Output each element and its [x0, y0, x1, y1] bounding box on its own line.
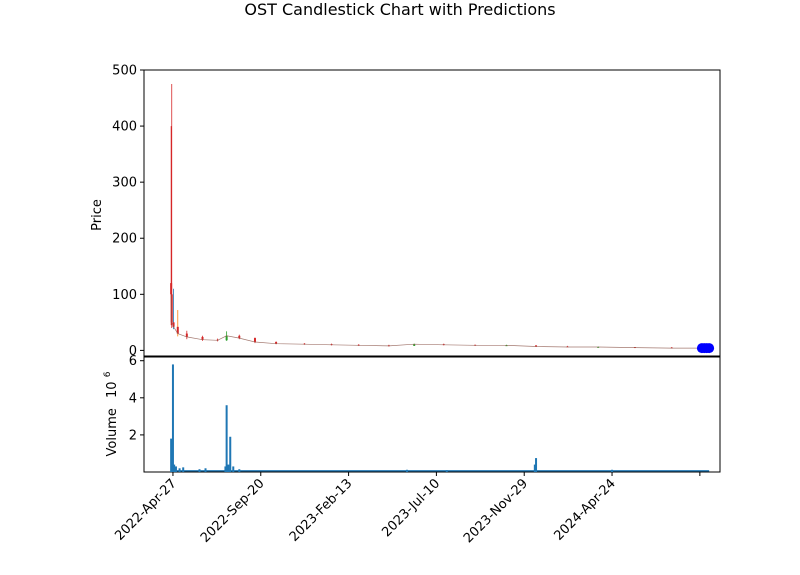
volume-bar — [533, 464, 536, 472]
price-y-tick-label: 400 — [112, 120, 137, 135]
volume-bar — [182, 467, 185, 472]
volume-scale-base: 10 — [105, 381, 120, 398]
volume-bar — [173, 464, 176, 472]
price-y-tick-label: 500 — [112, 64, 137, 79]
candle-body — [275, 341, 278, 344]
volume-bar — [232, 466, 235, 472]
volume-y-tick-label: 2 — [129, 428, 137, 443]
candle-body — [185, 333, 188, 337]
volume-bar — [170, 462, 173, 472]
volume-label-text: Volume — [105, 408, 120, 456]
candle-body — [225, 335, 228, 341]
candle-body — [201, 336, 204, 340]
volume-bar — [535, 458, 538, 472]
volume-bar — [229, 436, 232, 472]
candle-body — [172, 322, 175, 327]
price-y-tick-label: 0 — [129, 344, 137, 359]
x-tick-label: 2023-Nov-29 — [461, 476, 531, 546]
candle-body — [535, 345, 538, 347]
volume-y-tick-label: 6 — [129, 354, 137, 369]
volume-bar — [171, 364, 174, 472]
volume-bar — [174, 466, 177, 472]
volume-axis-label: Volume 10 6 — [103, 371, 120, 456]
volume-bar — [225, 405, 228, 472]
candle-body — [597, 347, 600, 348]
candle-body — [238, 335, 241, 339]
x-tick-label: 2022-Apr-27 — [112, 476, 179, 543]
volume-bar — [224, 466, 227, 472]
candle-body — [170, 283, 173, 295]
candle-body — [176, 326, 179, 334]
volume-y-tick-label: 4 — [129, 391, 137, 406]
candle-body — [413, 344, 416, 346]
price-y-tick-label: 100 — [112, 288, 137, 303]
volume-bar — [227, 464, 230, 472]
candle-body — [505, 345, 508, 347]
price-plot-frame — [143, 69, 721, 357]
volume-plot-frame — [143, 356, 721, 473]
price-axis-label: Price — [90, 199, 105, 231]
prediction-point — [704, 343, 715, 354]
price-y-tick-label: 200 — [112, 232, 137, 247]
candle-body — [253, 338, 256, 342]
x-tick-label: 2023-Feb-13 — [287, 476, 356, 545]
volume-panel: 2 4 6 2022-Apr-27 2022-Sep-20 2023-Feb-13 2023… — [112, 354, 721, 546]
chart-title: OST Candlestick Chart with Predictions — [244, 0, 556, 19]
price-panel: 0 100 200 300 400 500 — [112, 64, 721, 359]
x-tick-label: 2022-Sep-20 — [198, 476, 268, 546]
price-y-tick-label: 300 — [112, 176, 137, 191]
x-tick-label: 2024-Apr-24 — [551, 476, 618, 543]
x-tick-label: 2023-Jul-10 — [379, 476, 443, 540]
close-price-line — [170, 294, 699, 349]
volume-scale-exponent: 6 — [103, 371, 113, 377]
volume-bar — [170, 438, 173, 472]
